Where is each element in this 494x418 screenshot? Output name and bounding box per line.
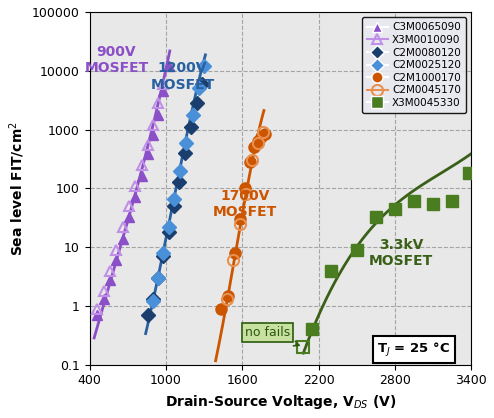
- C2M1000170: [258, 135, 264, 140]
- X3M0010090: [101, 288, 107, 293]
- Line: C2M0045170: C2M0045170: [221, 127, 268, 305]
- Text: 900V
MOSFET: 900V MOSFET: [84, 45, 149, 76]
- C2M0045170: [230, 258, 236, 263]
- Text: 3.3kV
MOSFET: 3.3kV MOSFET: [369, 238, 433, 268]
- C2M0080120: [199, 81, 205, 86]
- C3M0065090: [94, 313, 100, 318]
- C2M0025120: [196, 86, 202, 91]
- Y-axis label: Sea level FIT/cm$^2$: Sea level FIT/cm$^2$: [7, 121, 27, 256]
- C2M0080120: [182, 150, 188, 155]
- C2M1000170: [218, 306, 224, 311]
- X3M0045330: [329, 268, 334, 273]
- C2M0025120: [161, 250, 166, 255]
- C3M0065090: [107, 277, 113, 282]
- C3M0065090: [114, 258, 120, 263]
- X3M0045330: [411, 199, 417, 204]
- C2M1000170: [251, 145, 257, 150]
- C2M0045170: [249, 158, 255, 163]
- C3M0065090: [101, 297, 107, 302]
- X3M0010090: [114, 247, 120, 252]
- Line: C3M0065090: C3M0065090: [92, 61, 173, 320]
- X3M0045330: [430, 201, 436, 206]
- C2M1000170: [247, 160, 253, 165]
- X3M0045330: [373, 215, 379, 220]
- C3M0065090: [139, 174, 145, 179]
- X3M0045330: [466, 171, 472, 176]
- X3M0010090: [145, 142, 151, 147]
- C2M0080120: [161, 254, 166, 259]
- X3M0045330: [309, 327, 315, 332]
- X3M0010090: [107, 268, 113, 273]
- X3M0010090: [132, 184, 138, 189]
- C3M0065090: [165, 64, 171, 69]
- X-axis label: Drain-Source Voltage, V$_{DS}$ (V): Drain-Source Voltage, V$_{DS}$ (V): [165, 393, 396, 411]
- Line: X3M0045330: X3M0045330: [307, 168, 474, 335]
- C3M0065090: [161, 89, 166, 94]
- Text: 1700V
MOSFET: 1700V MOSFET: [213, 189, 277, 219]
- C3M0065090: [126, 215, 132, 220]
- X3M0010090: [139, 163, 145, 168]
- C2M0080120: [150, 297, 156, 302]
- X3M0045330: [354, 247, 360, 252]
- Text: 1200V
MOSFET: 1200V MOSFET: [150, 61, 215, 92]
- Line: C2M0080120: C2M0080120: [143, 79, 206, 320]
- X3M0010090: [126, 204, 132, 209]
- C2M1000170: [237, 217, 243, 222]
- C2M1000170: [254, 138, 260, 143]
- C2M1000170: [232, 250, 238, 255]
- X3M0010090: [120, 224, 126, 229]
- X3M0010090: [156, 101, 162, 106]
- C3M0065090: [120, 236, 126, 241]
- C2M0080120: [170, 204, 176, 209]
- Text: T$_J$ = 25 °C: T$_J$ = 25 °C: [377, 341, 451, 359]
- C2M0080120: [156, 275, 162, 280]
- C3M0065090: [150, 133, 156, 138]
- X3M0010090: [94, 306, 100, 311]
- C2M0025120: [170, 197, 176, 202]
- C2M0080120: [194, 101, 200, 106]
- Text: no fails: no fails: [245, 326, 299, 346]
- C2M0025120: [190, 112, 196, 117]
- Line: C2M1000170: C2M1000170: [215, 128, 271, 314]
- C2M0045170: [260, 130, 266, 135]
- C2M0080120: [189, 125, 195, 130]
- C2M0045170: [237, 221, 243, 226]
- X3M0010090: [161, 81, 166, 86]
- C2M0080120: [145, 313, 151, 318]
- X3M0010090: [150, 122, 156, 127]
- Legend: C3M0065090, X3M0010090, C2M0080120, C2M0025120, C2M1000170, C2M0045170, X3M00453: C3M0065090, X3M0010090, C2M0080120, C2M0…: [362, 17, 466, 113]
- C3M0065090: [145, 152, 151, 157]
- C2M0025120: [150, 299, 156, 304]
- C2M0025120: [177, 168, 183, 173]
- C2M0045170: [224, 297, 230, 302]
- C2M0045170: [254, 140, 260, 145]
- C3M0065090: [132, 195, 138, 200]
- X3M0045330: [449, 199, 455, 204]
- Line: C2M0025120: C2M0025120: [148, 61, 209, 306]
- C2M1000170: [242, 186, 248, 191]
- C2M1000170: [225, 293, 231, 298]
- C3M0065090: [156, 112, 162, 117]
- C2M0080120: [176, 179, 182, 184]
- X3M0045330: [392, 206, 398, 211]
- C2M0025120: [165, 224, 171, 229]
- C2M0025120: [156, 275, 162, 280]
- C2M0045170: [243, 191, 249, 196]
- Line: X3M0010090: X3M0010090: [92, 79, 168, 314]
- C2M0080120: [165, 229, 171, 234]
- C2M0025120: [183, 140, 189, 145]
- C2M1000170: [262, 131, 268, 136]
- C2M0025120: [201, 64, 207, 69]
